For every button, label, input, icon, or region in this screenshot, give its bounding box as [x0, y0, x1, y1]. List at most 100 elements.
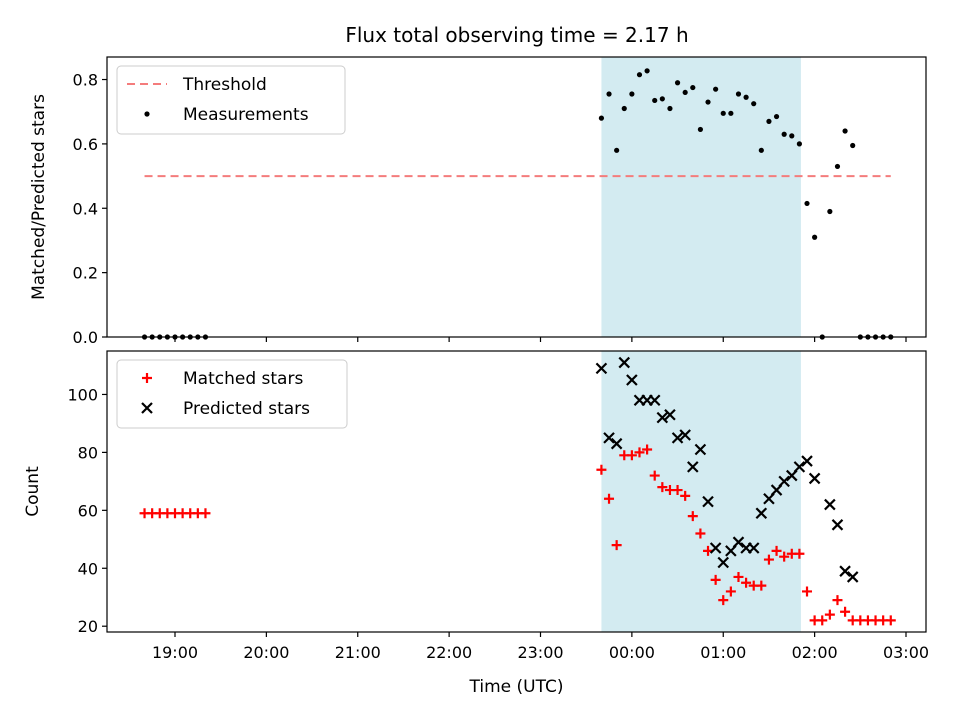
y-tick-label: 0.0 — [73, 328, 98, 347]
data-point — [604, 493, 615, 504]
data-point — [793, 461, 806, 473]
data-point — [720, 110, 726, 116]
data-point — [801, 455, 813, 467]
x-tick-label: 03:00 — [883, 643, 929, 662]
data-point — [687, 511, 698, 522]
axes-frame — [106, 56, 927, 338]
data-point — [626, 450, 637, 461]
data-point — [840, 606, 851, 617]
chart-title: Flux total observing time = 2.17 h — [345, 23, 688, 47]
data-point — [611, 540, 622, 551]
data-point — [741, 577, 752, 588]
data-point — [717, 556, 730, 569]
legend-label: Matched stars — [183, 369, 303, 389]
data-point — [850, 142, 856, 149]
x-tick-label: 01:00 — [700, 643, 746, 662]
data-point — [657, 482, 668, 493]
data-point — [679, 429, 691, 441]
legend-swatch — [144, 111, 150, 117]
data-point — [671, 432, 684, 444]
data-point — [773, 113, 780, 120]
data-point — [796, 141, 802, 147]
data-point — [629, 91, 635, 97]
data-point — [649, 470, 660, 481]
y-tick-label: 0.2 — [73, 264, 98, 283]
data-point — [694, 443, 707, 456]
shaded-interval — [601, 351, 801, 632]
data-point — [824, 498, 836, 511]
data-point — [842, 128, 848, 134]
data-point — [674, 80, 681, 86]
legend-box — [116, 65, 346, 135]
data-point — [606, 91, 612, 97]
data-point — [778, 475, 790, 488]
legend-swatch — [141, 402, 153, 414]
data-point — [682, 89, 688, 96]
data-point — [710, 574, 721, 585]
x-tick-label: 20:00 — [243, 643, 289, 662]
data-point — [709, 542, 722, 554]
data-point — [839, 565, 851, 577]
y-tick-label: 0.8 — [73, 71, 98, 90]
data-point — [802, 586, 813, 597]
data-point — [614, 147, 620, 153]
data-point — [200, 508, 211, 519]
data-point — [766, 118, 772, 124]
data-point — [794, 548, 805, 559]
data-point — [595, 362, 608, 375]
data-point — [702, 495, 714, 508]
data-point — [603, 432, 615, 444]
y-tick-label: 100 — [67, 385, 98, 404]
y-tick-label: 40 — [78, 559, 98, 578]
data-point — [596, 464, 607, 475]
legend-box — [116, 359, 348, 429]
data-point — [705, 99, 711, 105]
x-tick-label: 02:00 — [792, 643, 838, 662]
data-point — [817, 615, 828, 626]
data-point — [644, 68, 650, 74]
x-tick-label: 23:00 — [517, 643, 563, 662]
data-point — [636, 72, 643, 78]
data-point — [735, 91, 742, 97]
y-tick-label: 60 — [78, 501, 98, 520]
x-tick-label: 22:00 — [426, 643, 472, 662]
x-tick-label: 21:00 — [335, 643, 381, 662]
y-tick-label: 80 — [78, 443, 98, 462]
data-point — [672, 485, 683, 496]
data-point — [648, 394, 661, 407]
x-tick-label: 19:00 — [152, 643, 198, 662]
y-tick-label: 0.6 — [73, 135, 98, 154]
legend-label: Measurements — [183, 105, 309, 125]
data-point — [885, 615, 896, 626]
y-tick-label: 0.4 — [73, 199, 98, 218]
data-point — [642, 444, 653, 455]
data-point — [771, 545, 782, 556]
data-point — [751, 101, 757, 107]
data-point — [743, 94, 749, 100]
data-point — [690, 84, 696, 91]
data-point — [827, 208, 833, 215]
data-point — [763, 554, 774, 565]
data-point — [667, 105, 673, 112]
data-point — [789, 133, 795, 139]
data-point — [747, 542, 760, 554]
data-point — [618, 356, 631, 369]
data-point — [804, 200, 810, 207]
data-point — [621, 105, 627, 112]
data-point — [664, 408, 676, 421]
x-tick-label: 00:00 — [609, 643, 655, 662]
data-point — [733, 571, 744, 582]
data-point — [695, 528, 706, 539]
data-point — [832, 595, 843, 606]
data-point — [659, 96, 665, 102]
data-point — [831, 519, 844, 531]
data-point — [718, 595, 729, 606]
data-point — [781, 131, 787, 137]
data-point — [634, 447, 645, 458]
data-point — [725, 586, 736, 597]
data-point — [779, 551, 790, 562]
data-point — [610, 437, 623, 450]
legend-label: Threshold — [182, 75, 267, 95]
data-point — [680, 490, 691, 501]
data-point — [732, 536, 745, 548]
